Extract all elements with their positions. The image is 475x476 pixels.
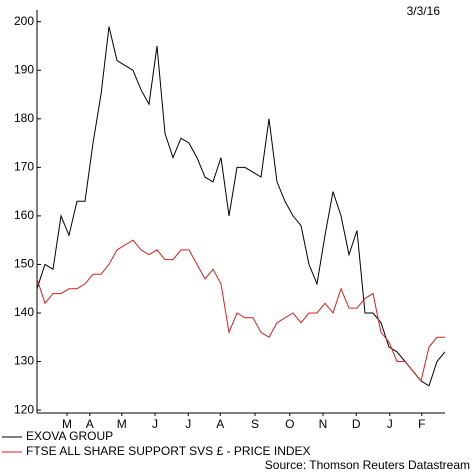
y-tick-label: 180 [14, 111, 34, 125]
x-tick-label: J [152, 417, 158, 431]
legend-label: FTSE ALL SHARE SUPPORT SVS £ - PRICE IND… [26, 444, 311, 458]
date: 3/3/16 [407, 4, 441, 18]
x-tick-label: M [117, 417, 127, 431]
y-tick-label: 200 [14, 14, 34, 28]
x-tick-label: D [352, 417, 361, 431]
x-tick-label: S [251, 417, 259, 431]
x-tick-label: M [62, 417, 72, 431]
series-line [36, 26, 446, 387]
y-tick-label: 140 [14, 305, 34, 319]
series-line [36, 239, 445, 383]
x-tick-label: A [216, 417, 224, 431]
x-tick-label: J [185, 417, 191, 431]
y-tick-label: 160 [14, 208, 34, 222]
x-tick-label: A [86, 417, 94, 431]
legend-label: EXOVA GROUP [26, 429, 113, 443]
x-tick-label: J [387, 417, 393, 431]
y-tick-label: 150 [14, 257, 34, 271]
x-tick-label: F [418, 417, 425, 431]
x-tick-label: O [285, 417, 294, 431]
source: Source: Thomson Reuters Datastream [265, 458, 470, 472]
y-tick-label: 120 [14, 402, 34, 416]
y-tick-label: 130 [14, 354, 34, 368]
x-tick-label: N [319, 417, 328, 431]
y-tick-label: 170 [14, 160, 34, 174]
y-tick-label: 190 [14, 62, 34, 76]
